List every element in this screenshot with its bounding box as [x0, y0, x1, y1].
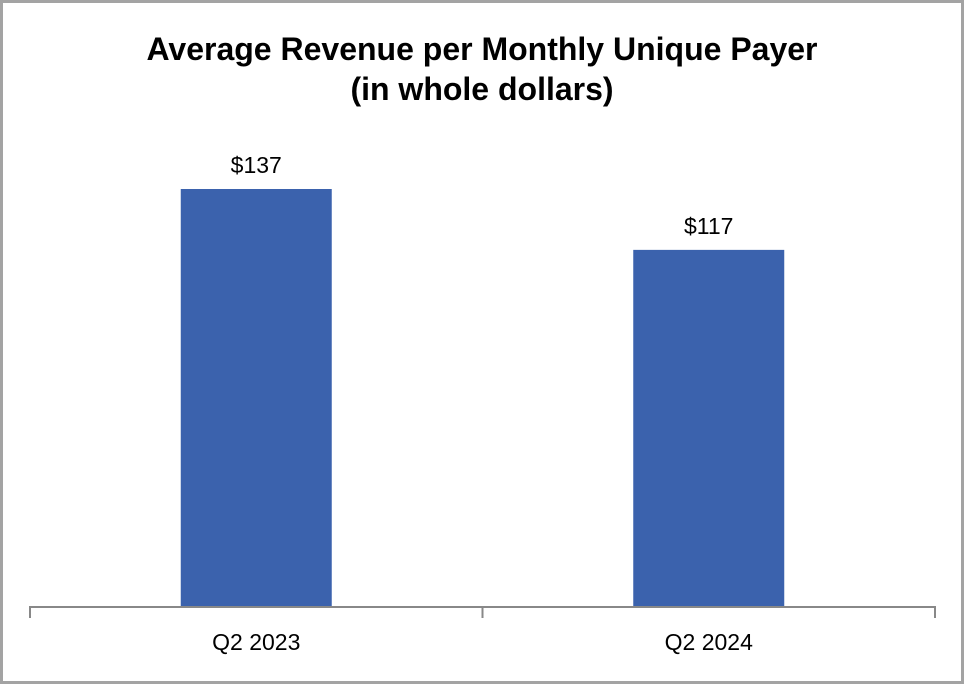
chart-subtitle: (in whole dollars) [350, 71, 614, 107]
bar-chart: $137 Q2 2023 $117 Q2 2024 [29, 152, 936, 655]
chart-title: Average Revenue per Monthly Unique Payer… [3, 29, 961, 109]
bar-1 [633, 249, 785, 606]
data-label-0: $137 [231, 152, 282, 178]
bar-0 [180, 189, 332, 606]
x-tick-label-1: Q2 2024 [665, 629, 753, 655]
x-tick-label-0: Q2 2023 [212, 629, 300, 655]
chart-title-main: Average Revenue per Monthly Unique Payer [146, 31, 818, 67]
data-label-1: $117 [684, 213, 733, 239]
